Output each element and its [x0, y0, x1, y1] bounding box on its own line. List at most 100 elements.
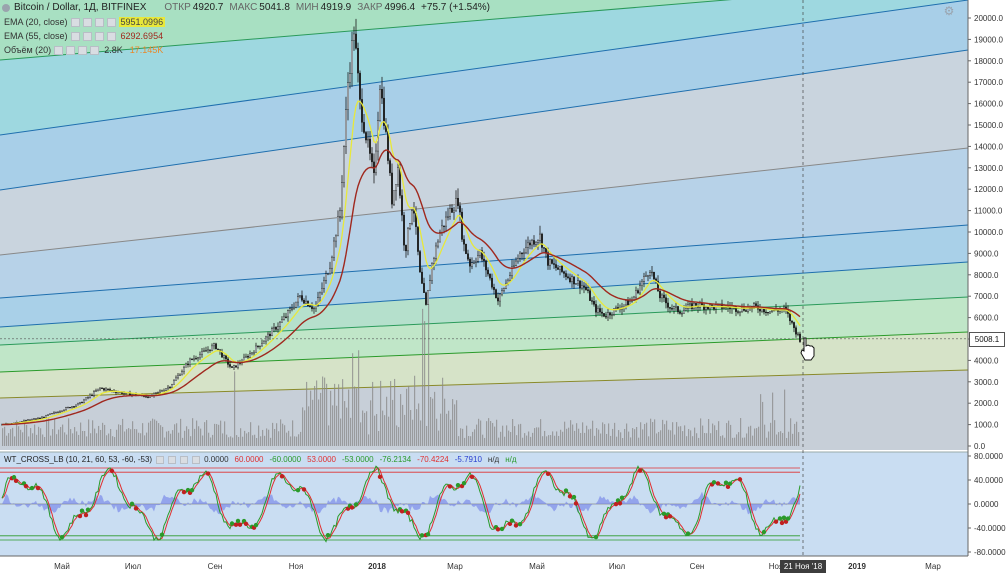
- volume-bar: [368, 434, 370, 446]
- candle-body: [671, 308, 673, 310]
- volume-bar: [408, 386, 410, 446]
- volume-bar: [262, 429, 264, 446]
- candle-body: [65, 407, 67, 411]
- close-icon[interactable]: [78, 45, 88, 55]
- eye-icon[interactable]: [70, 31, 80, 41]
- candle-body: [691, 303, 693, 309]
- volume-bar: [764, 424, 766, 446]
- wt-cross-dot: [243, 521, 249, 526]
- volume-bar: [360, 422, 362, 446]
- price-axis-bg: [968, 0, 1008, 578]
- candle-body: [681, 313, 683, 315]
- close-icon[interactable]: [94, 31, 104, 41]
- candle-body: [213, 343, 215, 347]
- more-icon[interactable]: [106, 17, 116, 27]
- candle-body: [333, 240, 335, 258]
- candle-body: [637, 290, 639, 294]
- candle-body: [223, 355, 225, 358]
- candle-body: [503, 288, 505, 292]
- candle-body: [477, 255, 479, 262]
- volume-bar: [426, 425, 428, 446]
- gear-icon[interactable]: [82, 31, 92, 41]
- volume-bar: [504, 436, 506, 446]
- candle-body: [103, 388, 105, 391]
- candle-body: [559, 265, 561, 270]
- candle-body: [179, 374, 181, 376]
- volume-bar: [218, 424, 220, 446]
- candle-body: [463, 239, 465, 245]
- candle-body: [601, 311, 603, 314]
- volume-bar: [140, 433, 142, 446]
- candle-body: [645, 275, 647, 277]
- candle-body: [335, 235, 337, 242]
- volume-bar: [182, 437, 184, 446]
- volume-bar: [440, 413, 442, 446]
- gear-icon[interactable]: [66, 45, 76, 55]
- current-price-label: 5008.1: [969, 332, 1005, 347]
- volume-bar: [58, 429, 60, 446]
- volume-bar: [420, 420, 422, 446]
- volume-bar: [146, 432, 148, 446]
- volume-bar: [566, 428, 568, 446]
- symbol-title[interactable]: Bitcoin / Dollar, 1Д, BITFINEX: [14, 2, 147, 13]
- candle-body: [707, 307, 709, 310]
- volume-bar: [174, 424, 176, 446]
- candle-body: [437, 241, 439, 247]
- wt-tick-label: 40.0000: [974, 476, 1003, 485]
- volume-bar: [84, 430, 86, 446]
- candle-body: [689, 303, 691, 306]
- wt-tick-label: 0.0000: [974, 500, 999, 509]
- candle-body: [539, 233, 541, 241]
- wt-cross-legend[interactable]: WT_CROSS_LB (10, 21, 60, 53, -60, -53) 0…: [4, 455, 517, 464]
- volume-bar: [690, 430, 692, 446]
- candle-body: [263, 340, 265, 344]
- wt-cross-dot: [405, 510, 411, 516]
- volume-bar: [330, 390, 332, 446]
- volume-bar: [280, 419, 282, 446]
- volume-bar: [582, 422, 584, 446]
- wt-cross-dot: [23, 483, 29, 489]
- eye-icon[interactable]: [156, 455, 165, 464]
- volume-bar: [454, 404, 456, 446]
- candle-body: [59, 411, 61, 413]
- candle-body: [449, 208, 451, 217]
- candle-body: [433, 258, 435, 264]
- more-icon[interactable]: [192, 455, 201, 464]
- wt-cross-dot: [237, 522, 243, 527]
- gear-icon[interactable]: [168, 455, 177, 464]
- volume-bar: [596, 428, 598, 446]
- volume-bar: [428, 304, 430, 446]
- volume-bar: [556, 431, 558, 446]
- more-icon[interactable]: [90, 45, 100, 55]
- more-icon[interactable]: [106, 31, 116, 41]
- volume-bar: [676, 422, 678, 446]
- volume-bar: [734, 437, 736, 446]
- wt-cross-dot: [637, 468, 643, 473]
- candle-body: [401, 195, 403, 216]
- settings-gear-icon[interactable]: ⚙: [943, 4, 955, 18]
- candle-body: [533, 240, 535, 245]
- candle-body: [461, 211, 463, 240]
- volume-bar: [276, 423, 278, 446]
- wt-cross-dot: [295, 487, 301, 493]
- gear-icon[interactable]: [82, 17, 92, 27]
- volume-bar: [272, 422, 274, 446]
- close-icon[interactable]: [180, 455, 189, 464]
- candle-body: [625, 300, 627, 306]
- legend-ema20[interactable]: EMA (20, close) 5951.0996: [4, 17, 166, 27]
- candle-body: [705, 307, 707, 310]
- legend-ema55[interactable]: EMA (55, close) 6292.6954: [4, 31, 164, 41]
- close-icon[interactable]: [94, 17, 104, 27]
- legend-volume[interactable]: Объём (20) 2.8K 17.145K: [4, 45, 164, 55]
- volume-bar: [436, 418, 438, 446]
- eye-icon[interactable]: [54, 45, 64, 55]
- volume-bar: [376, 414, 378, 446]
- eye-icon[interactable]: [70, 17, 80, 27]
- volume-bar: [260, 436, 262, 446]
- volume-bar: [226, 434, 228, 446]
- candle-body: [155, 392, 157, 394]
- candle-body: [531, 240, 533, 246]
- candle-body: [47, 414, 49, 416]
